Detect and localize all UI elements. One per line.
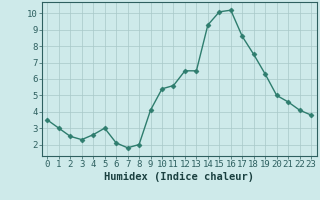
X-axis label: Humidex (Indice chaleur): Humidex (Indice chaleur) [104,172,254,182]
